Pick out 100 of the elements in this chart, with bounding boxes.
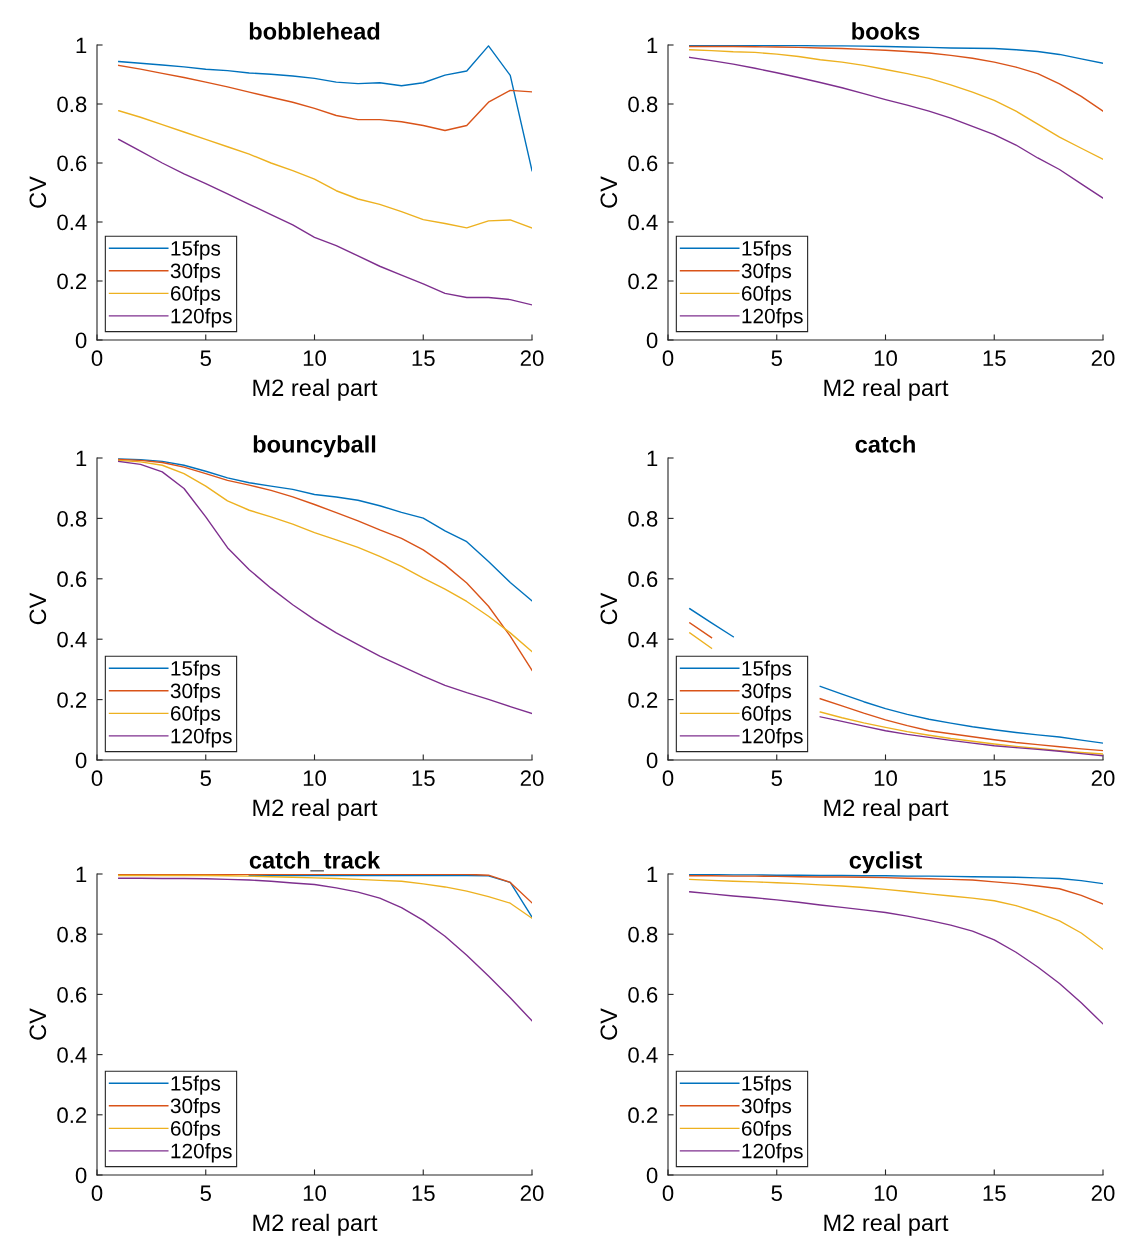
x-tick-label: 5 (771, 770, 782, 787)
legend-label: 60fps (170, 1120, 221, 1140)
y-axis-title: CV (29, 176, 47, 208)
legend-label: 60fps (741, 285, 792, 305)
line-series (689, 878, 1103, 950)
chart-title: catch_track (249, 851, 381, 872)
x-axis-title: M2 real part (824, 798, 949, 821)
line-series (689, 45, 1103, 64)
y-tick-label: 0.8 (57, 926, 87, 943)
legend-label: 30fps (170, 683, 221, 703)
line-series (118, 458, 532, 602)
legend-label: 15fps (171, 240, 221, 260)
x-tick-label: 15 (983, 350, 1006, 367)
line-series (689, 45, 1103, 112)
y-axis-title: CV (29, 1008, 47, 1040)
x-tick-label: 5 (771, 350, 782, 367)
y-axis-title: CV (600, 1008, 618, 1040)
x-tick-label: 5 (200, 1185, 211, 1202)
y-tick-label: 0.2 (628, 692, 658, 708)
y-tick-label: 0.4 (57, 214, 87, 231)
x-tick-label: 0 (91, 350, 103, 367)
y-tick-label: 0.8 (628, 510, 658, 527)
line-series (118, 138, 532, 306)
line-series (689, 49, 1103, 160)
y-tick-label: 0.4 (628, 1047, 658, 1063)
legend-label: 30fps (741, 263, 792, 283)
x-tick-label: 20 (1091, 1185, 1115, 1202)
y-tick-label: 0.4 (628, 214, 658, 231)
x-tick-label: 15 (412, 1185, 435, 1202)
line-series (689, 875, 1103, 905)
x-axis-title: M2 real part (253, 1213, 378, 1236)
legend-label: 15fps (171, 660, 221, 680)
x-tick-label: 0 (662, 350, 674, 367)
x-tick-label: 20 (520, 770, 544, 787)
legend-label: 30fps (741, 683, 792, 703)
legend-label: 60fps (170, 285, 221, 305)
y-tick-label: 0.4 (57, 1047, 87, 1063)
x-tick-label: 5 (200, 770, 211, 787)
y-tick-label: 0.2 (57, 273, 87, 290)
x-axis-title: M2 real part (253, 798, 378, 821)
legend-label: 120fps (742, 308, 803, 328)
legend-label: 15fps (742, 1075, 792, 1095)
line-series (118, 110, 532, 229)
y-tick-label: 0.6 (628, 155, 658, 172)
line-series (689, 874, 1103, 885)
line-series (118, 64, 532, 132)
y-tick-label: 1 (647, 450, 658, 467)
legend-label: 60fps (741, 1120, 792, 1140)
x-tick-label: 5 (200, 350, 211, 367)
x-tick-label: 20 (520, 1185, 544, 1202)
x-tick-label: 10 (303, 1185, 326, 1202)
y-tick-label: 0.2 (628, 273, 658, 290)
y-tick-label: 0 (75, 752, 87, 769)
y-tick-label: 0 (646, 752, 658, 769)
line-series (819, 716, 1103, 757)
y-tick-label: 1 (647, 866, 658, 883)
x-tick-label: 10 (303, 770, 326, 787)
y-tick-label: 0.6 (628, 986, 658, 1003)
chart-title: books (852, 22, 920, 40)
x-tick-label: 10 (874, 350, 897, 367)
y-tick-label: 0.2 (628, 1107, 658, 1124)
y-tick-label: 0.6 (57, 571, 87, 588)
legend-label: 15fps (742, 660, 792, 680)
line-series (689, 891, 1103, 1025)
y-tick-label: 1 (76, 37, 87, 54)
x-tick-label: 0 (662, 1185, 674, 1202)
legend-label: 120fps (742, 728, 803, 748)
legend-label: 60fps (741, 705, 792, 725)
y-tick-label: 0.8 (628, 96, 658, 113)
x-axis-title: M2 real part (253, 378, 378, 401)
y-axis-title: CV (600, 176, 618, 208)
y-tick-label: 0.6 (628, 571, 658, 588)
y-axis-title: CV (600, 592, 618, 625)
y-tick-label: 0.6 (57, 986, 87, 1003)
line-series (689, 56, 1103, 199)
y-axis-title: CV (29, 592, 47, 625)
chart-title: bobblehead (249, 22, 380, 40)
x-tick-label: 20 (1091, 770, 1115, 787)
x-tick-label: 20 (1091, 350, 1115, 367)
y-tick-label: 0.6 (57, 155, 87, 172)
legend-label: 120fps (171, 308, 232, 328)
x-axis-title: M2 real part (824, 1213, 949, 1236)
y-tick-label: 0 (646, 332, 658, 349)
x-tick-label: 15 (983, 770, 1006, 787)
y-tick-label: 0.4 (57, 631, 87, 648)
chart-title: catch (855, 435, 915, 453)
x-tick-label: 5 (771, 1185, 782, 1202)
chart-title: bouncyball (253, 435, 376, 458)
y-tick-label: 0.2 (57, 692, 87, 708)
x-tick-label: 0 (91, 1185, 103, 1202)
x-tick-label: 15 (983, 1185, 1006, 1202)
legend-label: 120fps (742, 1143, 803, 1163)
line-series (118, 874, 532, 919)
legend-label: 15fps (171, 1075, 221, 1095)
x-tick-label: 10 (874, 770, 897, 787)
line-series (118, 874, 532, 904)
legend-label: 30fps (741, 1098, 792, 1118)
legend-label: 30fps (170, 1098, 221, 1118)
legend-label: 120fps (171, 728, 232, 748)
line-series (118, 877, 532, 1022)
